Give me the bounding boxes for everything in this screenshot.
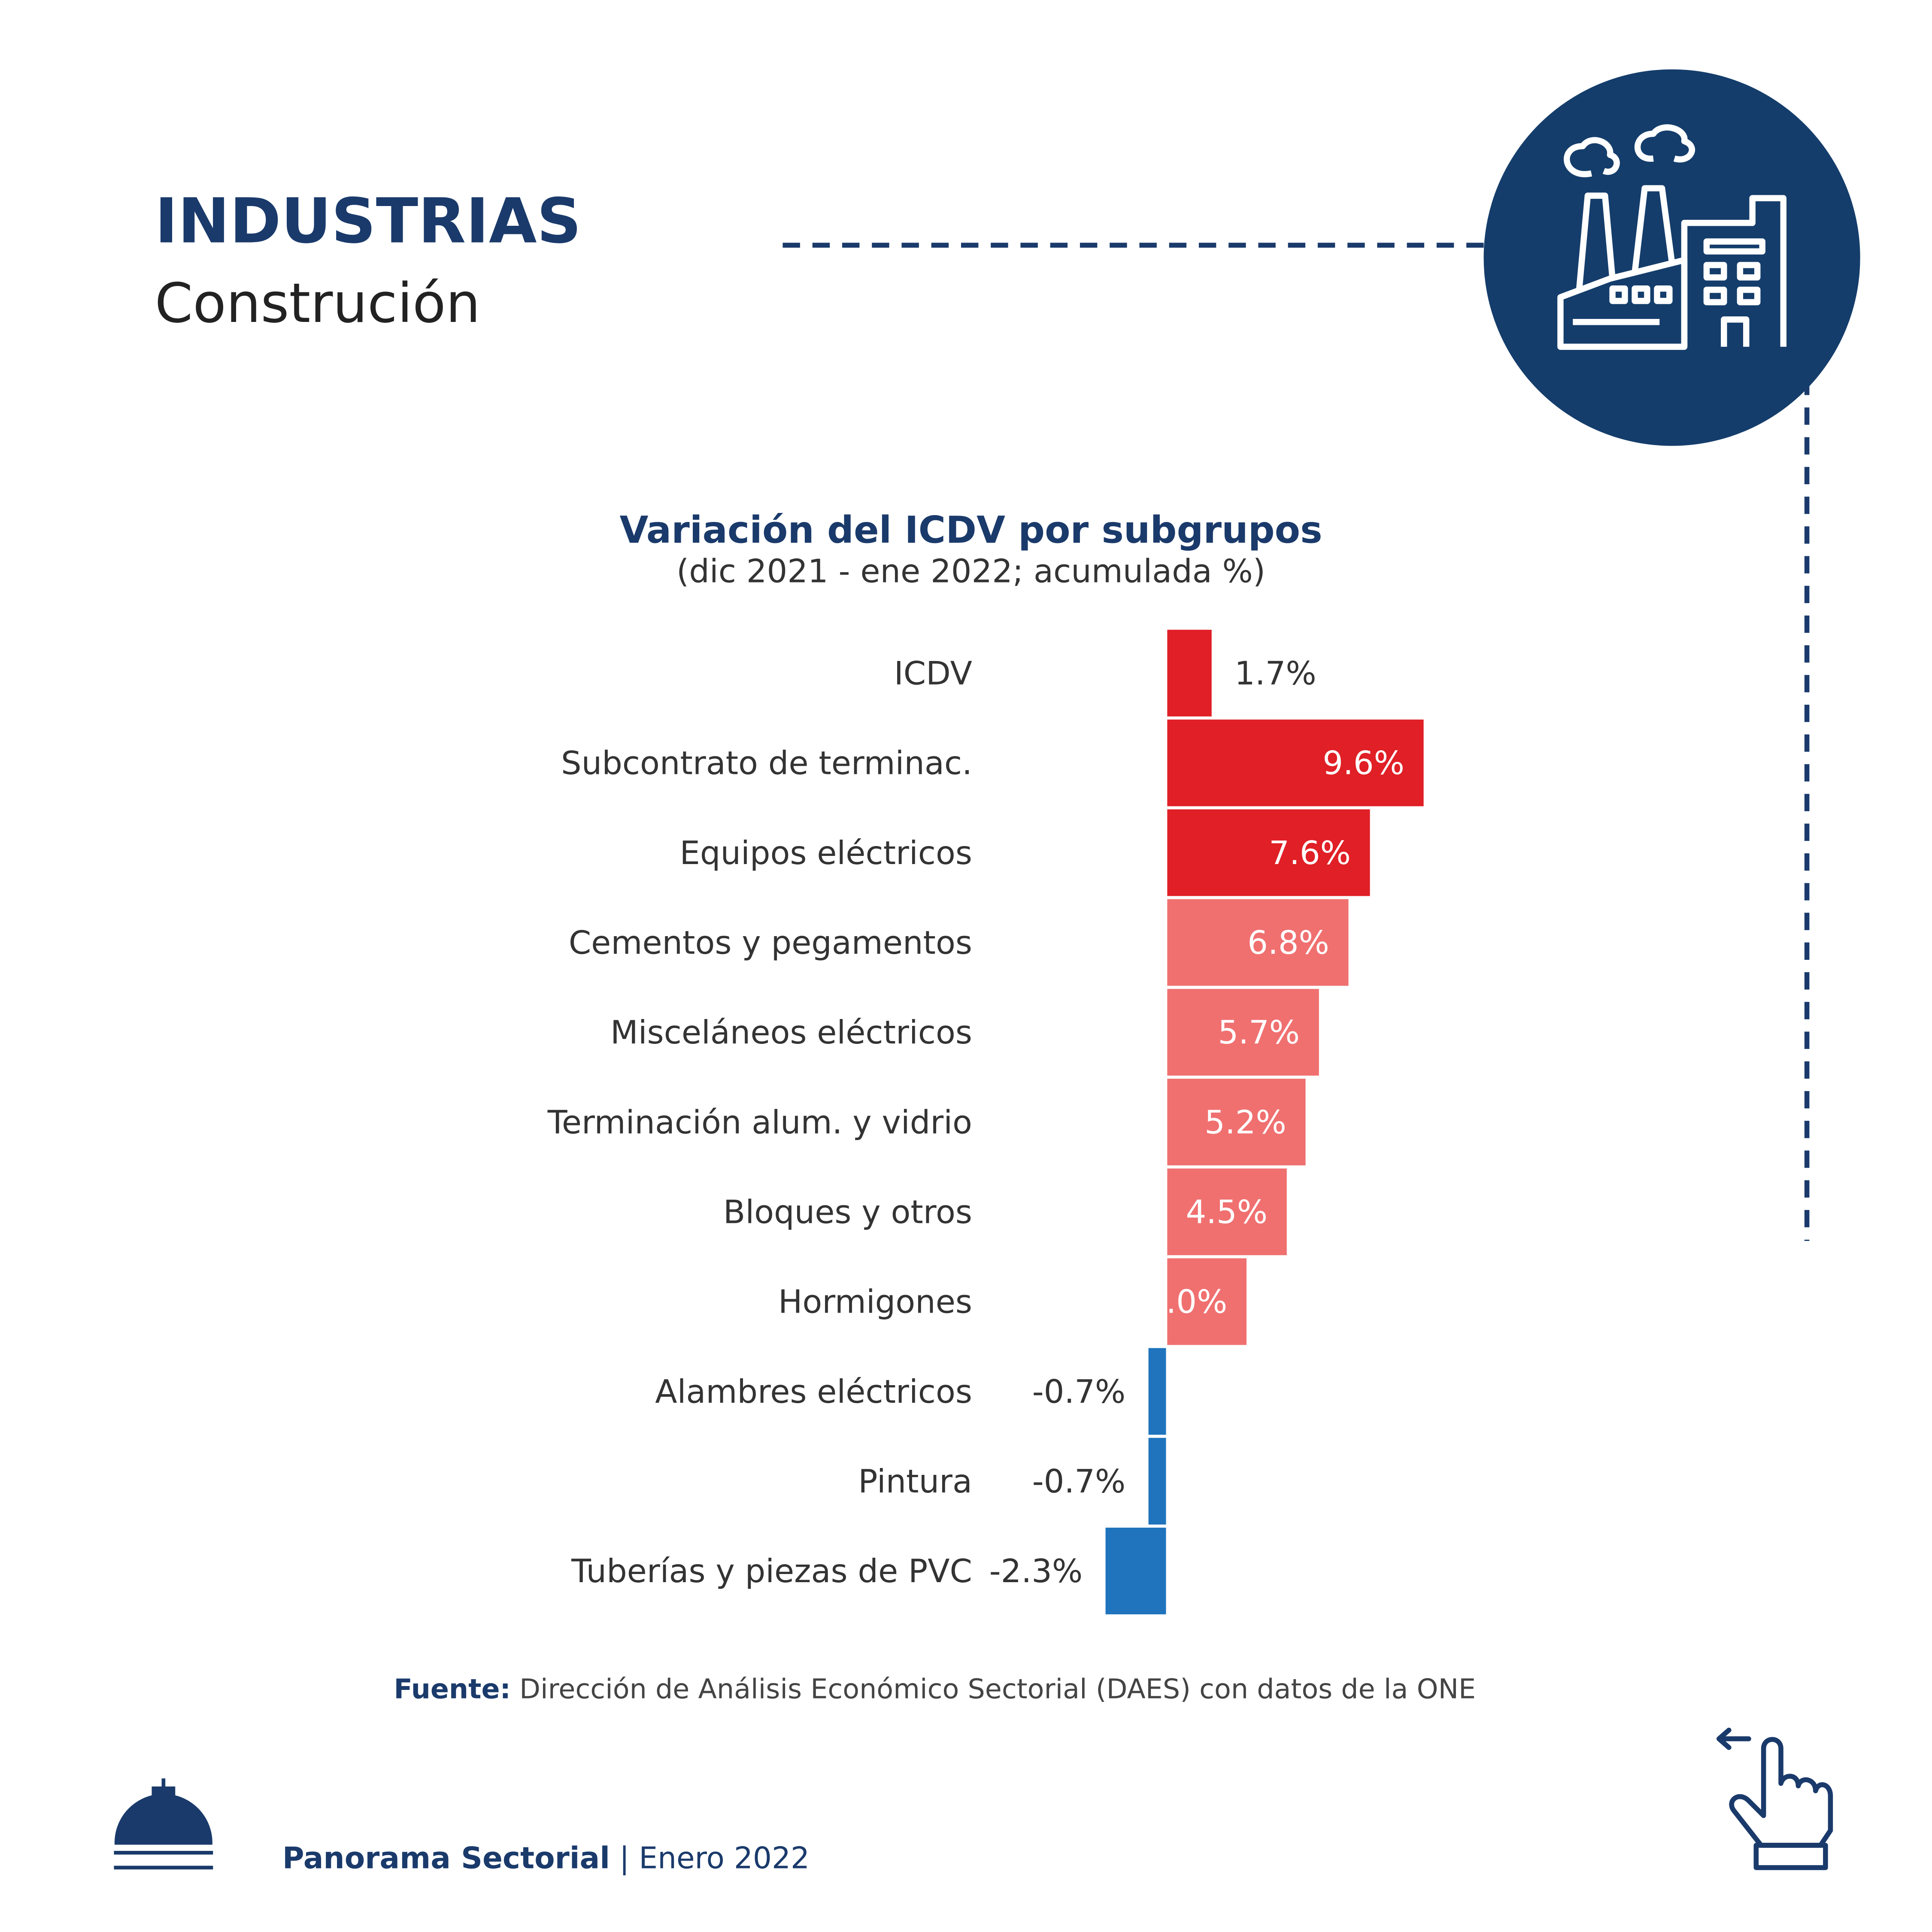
category-label: Subcontrato de terminac. [561,744,972,782]
footer: Panorama Sectorial | Enero 2022 [282,1841,810,1876]
value-label: -2.3% [989,1552,1083,1590]
value-label: 6.8% [1247,924,1329,961]
value-label: 7.6% [1269,834,1351,872]
value-label: 5.7% [1218,1013,1300,1051]
value-label: 3.0% [1146,1283,1228,1321]
value-label: -0.7% [1032,1462,1126,1500]
bar [1166,808,1371,898]
bar [1166,628,1213,718]
bar [1166,718,1425,808]
category-label: Terminación alum. y vidrio [547,1103,972,1141]
bar [1166,1077,1307,1167]
chart-subtitle: (dic 2021 - ene 2022; acumulada %) [676,552,1265,590]
bar [1147,1347,1168,1436]
value-label: 9.6% [1322,744,1404,782]
header-title: INDUSTRIAS [155,185,582,258]
category-label: Hormigones [778,1283,972,1321]
category-label: Bloques y otros [723,1193,972,1231]
factory-icon [1483,69,1860,446]
chart-title: Variación del ICDV por subgrupos [619,509,1322,552]
bar [1166,1167,1288,1257]
bar [1147,1436,1168,1526]
source-text: Dirección de Análisis Económico Sectoria… [519,1673,1476,1705]
footer-date: | Enero 2022 [619,1841,810,1876]
swipe-icon [1716,1727,1833,1870]
category-label: Misceláneos eléctricos [610,1013,972,1051]
value-label: 1.7% [1234,654,1316,692]
category-label: ICDV [894,654,972,692]
bar-chart: ICDV 1.7% Subcontrato de terminac. 9.6% Equi… [547,628,1425,1616]
value-label: -0.7% [1032,1373,1126,1410]
category-label: Pintura [858,1462,972,1500]
value-label: 4.5% [1186,1193,1268,1231]
source: Fuente: Dirección de Análisis Económico … [394,1673,1476,1705]
source-label: Fuente: [394,1673,511,1705]
category-label: Equipos eléctricos [680,834,972,872]
value-label: 5.2% [1204,1103,1286,1141]
footer-brand: Panorama Sectorial [282,1841,610,1876]
header-subtitle: Construción [155,271,480,335]
bar [1166,987,1320,1077]
category-label: Tuberías y piezas de PVC [571,1552,972,1590]
category-label: Cementos y pegamentos [569,924,972,961]
bar [1166,898,1350,987]
dome-logo [114,1778,213,1870]
bar [1104,1526,1168,1616]
bar [1166,1257,1248,1347]
category-label: Alambres eléctricos [655,1373,972,1410]
